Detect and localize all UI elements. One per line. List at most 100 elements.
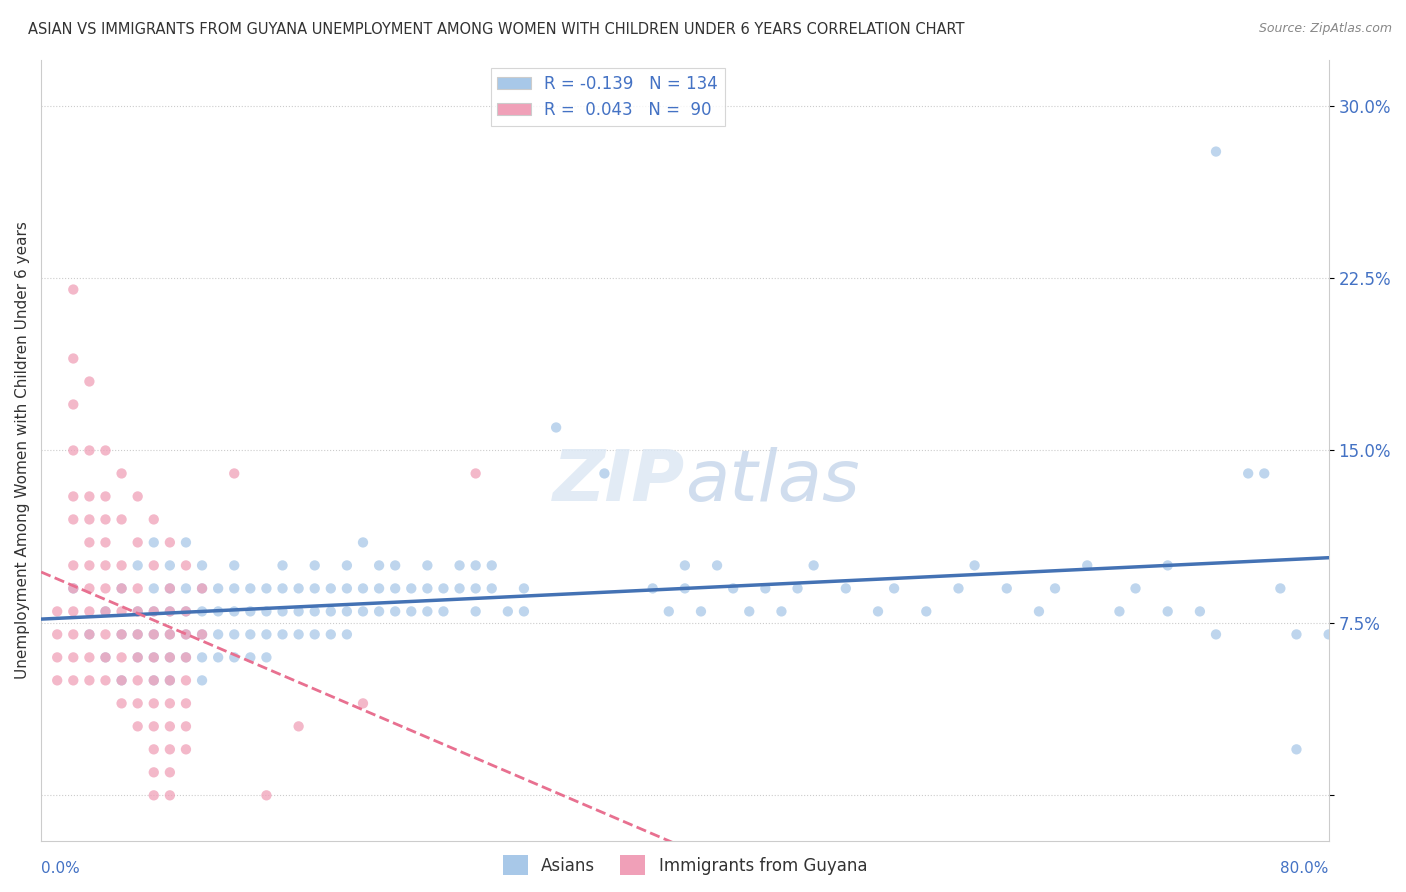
Point [127,650,149,665]
Point [159,719,181,733]
Legend: R = -0.139   N = 134, R =  0.043   N =  90: R = -0.139 N = 134, R = 0.043 N = 90 [491,68,724,126]
Point [416,582,439,596]
Point [866,604,889,618]
Point [416,558,439,573]
Point [673,558,696,573]
Point [79,375,101,389]
Point [1270,582,1292,596]
Point [159,789,181,803]
Point [319,604,342,618]
Point [142,558,165,573]
Point [46,650,69,665]
Point [287,582,309,596]
Point [142,719,165,733]
Point [79,558,101,573]
Point [271,604,294,618]
Point [191,627,214,641]
Point [207,650,229,665]
Point [174,697,197,711]
Point [224,582,246,596]
Point [94,673,117,688]
Point [1205,627,1227,641]
Point [239,627,262,641]
Point [174,604,197,618]
Point [79,443,101,458]
Point [786,582,808,596]
Point [94,604,117,618]
Point [271,627,294,641]
Point [883,582,905,596]
Point [174,673,197,688]
Point [110,627,132,641]
Point [1076,558,1098,573]
Point [948,582,970,596]
Point [271,558,294,573]
Point [46,627,69,641]
Point [127,535,149,549]
Point [271,582,294,596]
Point [79,650,101,665]
Point [159,697,181,711]
Point [352,535,374,549]
Point [62,283,84,297]
Point [254,604,277,618]
Point [127,627,149,641]
Point [191,673,214,688]
Point [62,443,84,458]
Point [1043,582,1066,596]
Point [304,582,326,596]
Point [1253,467,1275,481]
Point [94,650,117,665]
Point [174,558,197,573]
Point [352,582,374,596]
Point [174,742,197,756]
Point [464,558,486,573]
Point [110,650,132,665]
Point [368,558,391,573]
Point [110,673,132,688]
Point [159,582,181,596]
Point [336,604,359,618]
Point [673,582,696,596]
Point [174,627,197,641]
Text: ASIAN VS IMMIGRANTS FROM GUYANA UNEMPLOYMENT AMONG WOMEN WITH CHILDREN UNDER 6 Y: ASIAN VS IMMIGRANTS FROM GUYANA UNEMPLOY… [28,22,965,37]
Point [352,604,374,618]
Point [191,604,214,618]
Point [593,467,616,481]
Point [127,558,149,573]
Point [319,582,342,596]
Point [239,650,262,665]
Point [127,697,149,711]
Point [224,650,246,665]
Point [142,604,165,618]
Point [79,582,101,596]
Y-axis label: Unemployment Among Women with Children Under 6 years: Unemployment Among Women with Children U… [15,221,30,680]
Point [62,351,84,366]
Point [449,582,471,596]
Point [62,490,84,504]
Point [159,604,181,618]
Point [159,535,181,549]
Text: 80.0%: 80.0% [1281,861,1329,876]
Point [287,719,309,733]
Point [336,627,359,641]
Point [401,582,423,596]
Point [304,558,326,573]
Point [207,582,229,596]
Point [384,604,406,618]
Point [159,650,181,665]
Point [224,604,246,618]
Point [1317,627,1340,641]
Point [174,582,197,596]
Point [658,604,681,618]
Point [803,558,825,573]
Point [304,627,326,641]
Point [352,697,374,711]
Text: Source: ZipAtlas.com: Source: ZipAtlas.com [1258,22,1392,36]
Point [336,558,359,573]
Point [336,582,359,596]
Point [127,582,149,596]
Point [1237,467,1260,481]
Point [835,582,858,596]
Point [174,650,197,665]
